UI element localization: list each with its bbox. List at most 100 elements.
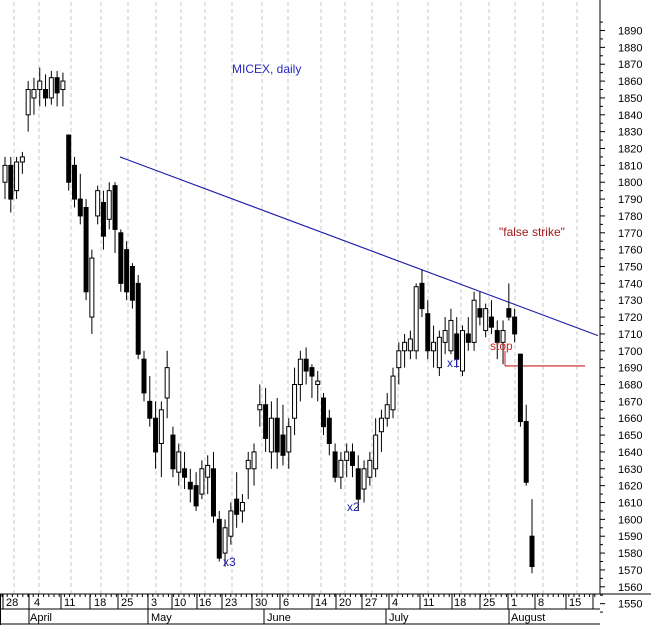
candle-body-down [309, 367, 315, 377]
candle-body-down [303, 358, 309, 372]
y-tick-label: 1870 [618, 59, 642, 71]
x-month-label: July [389, 612, 409, 624]
candle-body-up [19, 156, 25, 163]
candle-body-up [292, 384, 298, 419]
trendline-layer [119, 156, 599, 367]
candle-body-down [66, 134, 72, 183]
y-tick-label: 1580 [618, 548, 642, 560]
x-day-label: 30 [255, 597, 267, 609]
candle-body-down [124, 249, 130, 293]
y-tick-label: 1730 [618, 295, 642, 307]
candle-body-down [170, 434, 176, 470]
candle-body-down [326, 417, 332, 445]
candle-body-up [60, 80, 66, 91]
candle-body-down [135, 282, 141, 355]
y-tick-label: 1620 [618, 481, 642, 493]
y-tick-label: 1610 [618, 498, 642, 510]
y-tick-label: 1680 [618, 380, 642, 392]
x-day-label: 18 [454, 597, 466, 609]
y-tick-label: 1800 [618, 177, 642, 189]
label-false-strike: "false strike" [499, 225, 565, 239]
candle-body-up [297, 358, 303, 386]
candle-body-down [216, 518, 222, 559]
y-tick-label: 1830 [618, 127, 642, 139]
y-tick-label: 1640 [618, 447, 642, 459]
label-x1: x1 [447, 356, 460, 370]
x-day-label: 3 [151, 597, 157, 609]
candle-body-down [8, 164, 14, 200]
x-day-label: 28 [6, 597, 18, 609]
candle-body-down [141, 358, 147, 394]
candle-body-down [193, 485, 199, 507]
candle-body-down [454, 333, 460, 360]
candle-body-up [500, 330, 506, 343]
candle-body-up [396, 350, 402, 369]
candle-body-down [512, 316, 518, 335]
candle-body-down [263, 404, 269, 439]
candle-body-down [332, 451, 338, 478]
candle-body-up [315, 380, 321, 386]
candle-body-up [378, 417, 384, 433]
label-stop: stop [490, 339, 513, 353]
x-month-label: August [511, 612, 545, 624]
y-tick-label: 1560 [618, 582, 642, 594]
x-day-label: 25 [121, 597, 133, 609]
y-tick-label: 1710 [618, 329, 642, 341]
chart-title: MICEX, daily [232, 62, 301, 76]
candle-body-down [488, 316, 494, 328]
y-tick-label: 1850 [618, 93, 642, 105]
candle-body-up [442, 330, 448, 343]
candle-body-up [413, 286, 419, 352]
candle-body-down [419, 282, 425, 310]
candle-body-up [251, 451, 257, 470]
candle-body-up [390, 375, 396, 411]
candle-body-up [245, 459, 251, 470]
candle-body-down [234, 498, 240, 515]
x-day-label: 10 [174, 597, 186, 609]
y-tick-label: 1840 [618, 110, 642, 122]
y-tick-label: 1590 [618, 531, 642, 543]
y-tick-label: 1790 [618, 194, 642, 206]
y-tick-label: 1740 [618, 278, 642, 290]
x-day-label: 1 [511, 597, 517, 609]
candle-body-up [89, 257, 95, 318]
candle-body-down [187, 481, 193, 490]
trendline [119, 156, 599, 337]
candle-body-up [448, 319, 454, 352]
candle-body-up [158, 409, 164, 445]
grid [13, 2, 578, 594]
candle-body-down [147, 400, 153, 419]
candle-body-up [164, 367, 170, 399]
label-x3: x3 [223, 555, 236, 569]
x-day-label: 15 [569, 597, 581, 609]
y-tick-label: 1780 [618, 211, 642, 223]
y-tick-label: 1570 [618, 565, 642, 577]
candle-body-down [129, 266, 135, 301]
x-day-label: 6 [283, 597, 289, 609]
x-day-label: 4 [392, 597, 398, 609]
candle-body-down [280, 434, 286, 456]
candle-body-up [257, 404, 263, 411]
x-day-label: 11 [423, 597, 434, 609]
candle-body-up [384, 404, 390, 419]
y-tick-label: 1820 [618, 144, 642, 156]
x-day-label: 20 [339, 597, 351, 609]
candle-body-up [431, 341, 437, 352]
candle-body-up [436, 336, 442, 369]
x-day-label: 4 [34, 597, 40, 609]
candle-body-down [349, 451, 355, 466]
x-month-label: April [30, 612, 52, 624]
candles-layer [2, 67, 535, 574]
candle-body-up [228, 510, 234, 537]
x-day-label: 16 [199, 597, 211, 609]
candle-body-up [373, 434, 379, 470]
candle-body-up [205, 464, 211, 478]
candle-body-up [199, 468, 205, 495]
candle-body-down [425, 313, 431, 352]
candle-body-up [37, 80, 43, 91]
candle-body-down [43, 89, 49, 99]
x-day-label: 25 [483, 597, 495, 609]
candle-body-down [100, 201, 106, 237]
